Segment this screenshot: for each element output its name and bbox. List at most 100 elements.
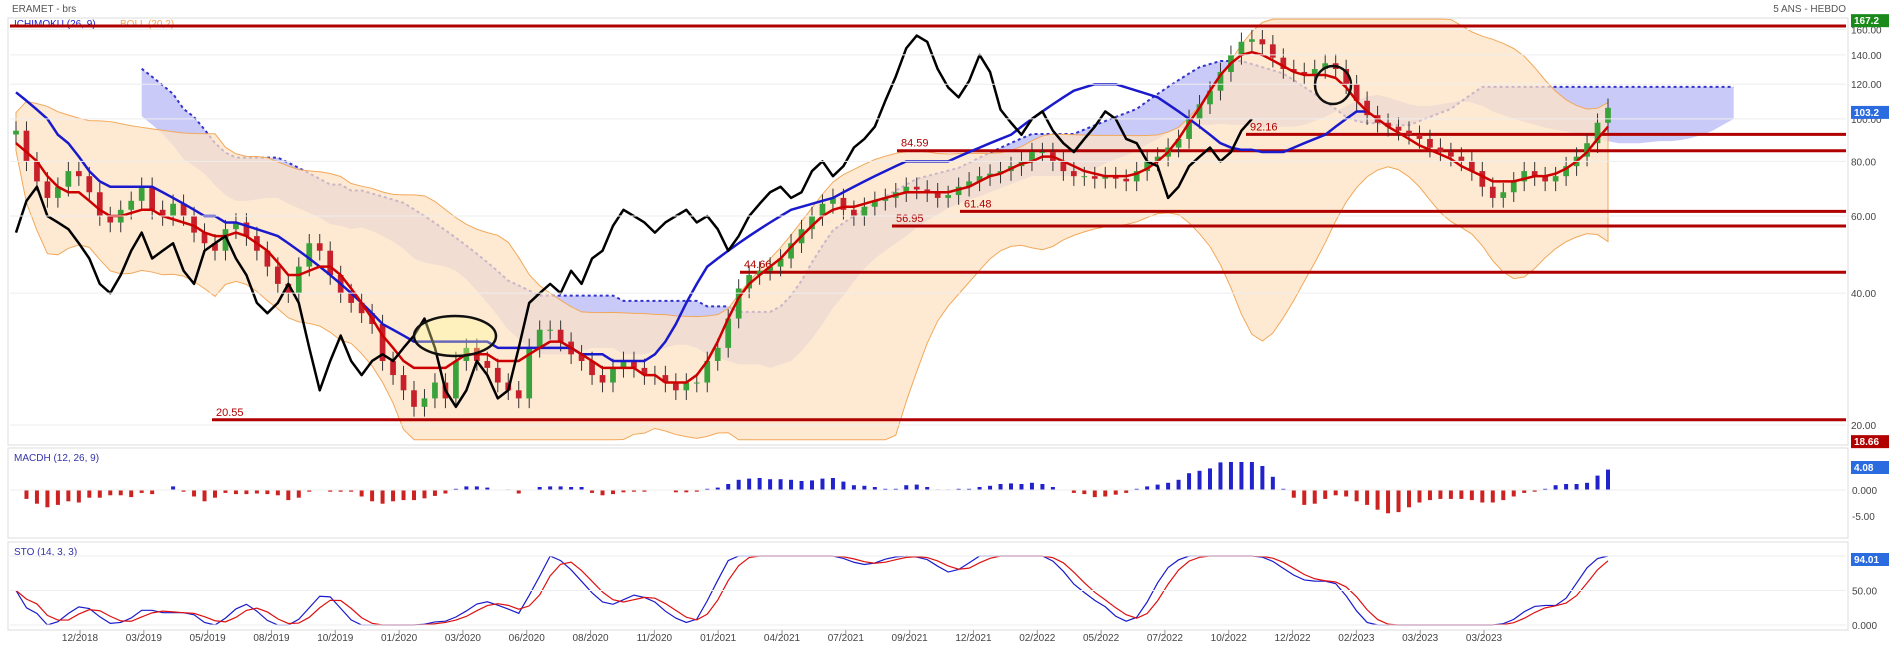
macd-bar: [726, 484, 731, 491]
x-tick-label: 05/2022: [1083, 633, 1120, 644]
macd-bar: [192, 490, 197, 497]
macd-bar: [872, 487, 877, 491]
macd-bar: [1187, 473, 1192, 491]
macd-bar: [349, 490, 354, 492]
macd-bar: [380, 490, 385, 504]
candle-body: [526, 347, 533, 399]
macd-bar: [87, 490, 92, 498]
y-tick-label: 40.00: [1851, 289, 1876, 300]
candle-body: [777, 258, 784, 267]
chart-period: 5 ANS - HEBDO: [1773, 4, 1846, 15]
candle-body: [212, 243, 218, 251]
last-price-badge: 103.2: [1854, 108, 1879, 119]
macd-bar: [1103, 490, 1108, 497]
candle-body: [65, 171, 72, 187]
macd-bar: [1407, 490, 1411, 508]
candle-body: [86, 176, 93, 193]
panel-frame: [7, 17, 1849, 446]
candle-body: [1060, 161, 1067, 172]
x-tick-label: 01/2021: [700, 633, 737, 644]
macd-bar: [202, 490, 207, 502]
candle-body: [966, 181, 972, 187]
high-badge-bg: [1851, 14, 1889, 28]
macd-bar: [108, 490, 113, 496]
candle-body: [23, 130, 30, 162]
macd-bar: [1113, 490, 1118, 495]
candle-body: [1154, 156, 1161, 162]
macd-bar: [275, 490, 280, 496]
y-tick-label: 140.00: [1851, 51, 1882, 62]
macd-bar: [1574, 484, 1579, 491]
candle-body: [610, 367, 616, 383]
macd-bar: [171, 486, 176, 491]
y-tick-label: 120.00: [1851, 80, 1882, 91]
highlight-ellipse: [412, 314, 498, 358]
candle-body: [557, 329, 564, 342]
macd-bar: [998, 484, 1003, 491]
x-tick-label: 09/2021: [892, 633, 929, 644]
candle-body: [55, 186, 61, 198]
macd-bar: [1208, 468, 1212, 491]
macd-bar: [485, 487, 490, 491]
candle-body: [1489, 186, 1496, 198]
macd-bar: [1218, 462, 1223, 491]
candle-body: [536, 329, 543, 348]
macd-bar: [1427, 490, 1432, 501]
macd-bar: [328, 490, 333, 492]
level-label: 92.16: [1250, 121, 1278, 133]
candle-body: [128, 200, 135, 210]
candle-body: [348, 293, 355, 303]
candle-body: [1594, 122, 1601, 144]
macd-bar: [789, 479, 794, 491]
candle-body: [316, 243, 323, 251]
x-tick-label: 12/2018: [62, 633, 99, 644]
macd-bar: [1249, 462, 1254, 491]
candle-body: [180, 203, 187, 217]
candle-body: [871, 200, 878, 207]
macd-title: MACDH (12, 26, 9): [14, 453, 99, 464]
macd-bar: [1365, 490, 1370, 505]
x-tick-label: 11/2020: [637, 633, 673, 644]
candle-body: [725, 318, 732, 348]
candle-body: [1217, 71, 1224, 91]
macd-bar: [1260, 466, 1265, 491]
candle-body: [222, 229, 229, 251]
candle-body: [641, 367, 648, 376]
candle-body: [233, 222, 239, 230]
macd-bar: [181, 490, 186, 492]
macd-bar: [213, 490, 217, 498]
macd-bar: [307, 490, 312, 492]
level-label: 61.48: [964, 198, 992, 210]
candle-body: [1123, 178, 1130, 182]
x-tick-label: 10/2022: [1211, 633, 1248, 644]
macd-bar: [684, 490, 689, 493]
macd-bar: [1019, 484, 1024, 491]
candle-body: [138, 186, 145, 201]
candle-body: [913, 186, 920, 190]
candle-body: [1510, 181, 1517, 193]
candle-body: [390, 360, 396, 376]
macd-bar: [45, 490, 50, 508]
candle-body: [1584, 143, 1590, 157]
x-tick-label: 05/2019: [190, 633, 227, 644]
macd-bar: [1029, 482, 1034, 491]
macd-bar: [1480, 490, 1485, 503]
candle-body: [1353, 84, 1360, 101]
macd-bar: [799, 481, 804, 491]
candle-body: [976, 176, 983, 182]
x-tick-label: 01/2020: [381, 633, 418, 644]
macd-bar: [747, 478, 752, 491]
candle-body: [1144, 161, 1151, 172]
macd-bar: [233, 490, 238, 495]
candle-body: [746, 275, 753, 289]
candle-body: [578, 354, 585, 361]
candle-body: [851, 209, 857, 217]
macd-bar: [862, 485, 867, 491]
candle-body: [1102, 176, 1109, 179]
sto-y-tick: 50.00: [1852, 587, 1877, 598]
macd-bar: [55, 490, 60, 505]
macd-bar: [150, 490, 155, 495]
candle-body: [924, 189, 931, 193]
candle-body: [599, 375, 606, 383]
